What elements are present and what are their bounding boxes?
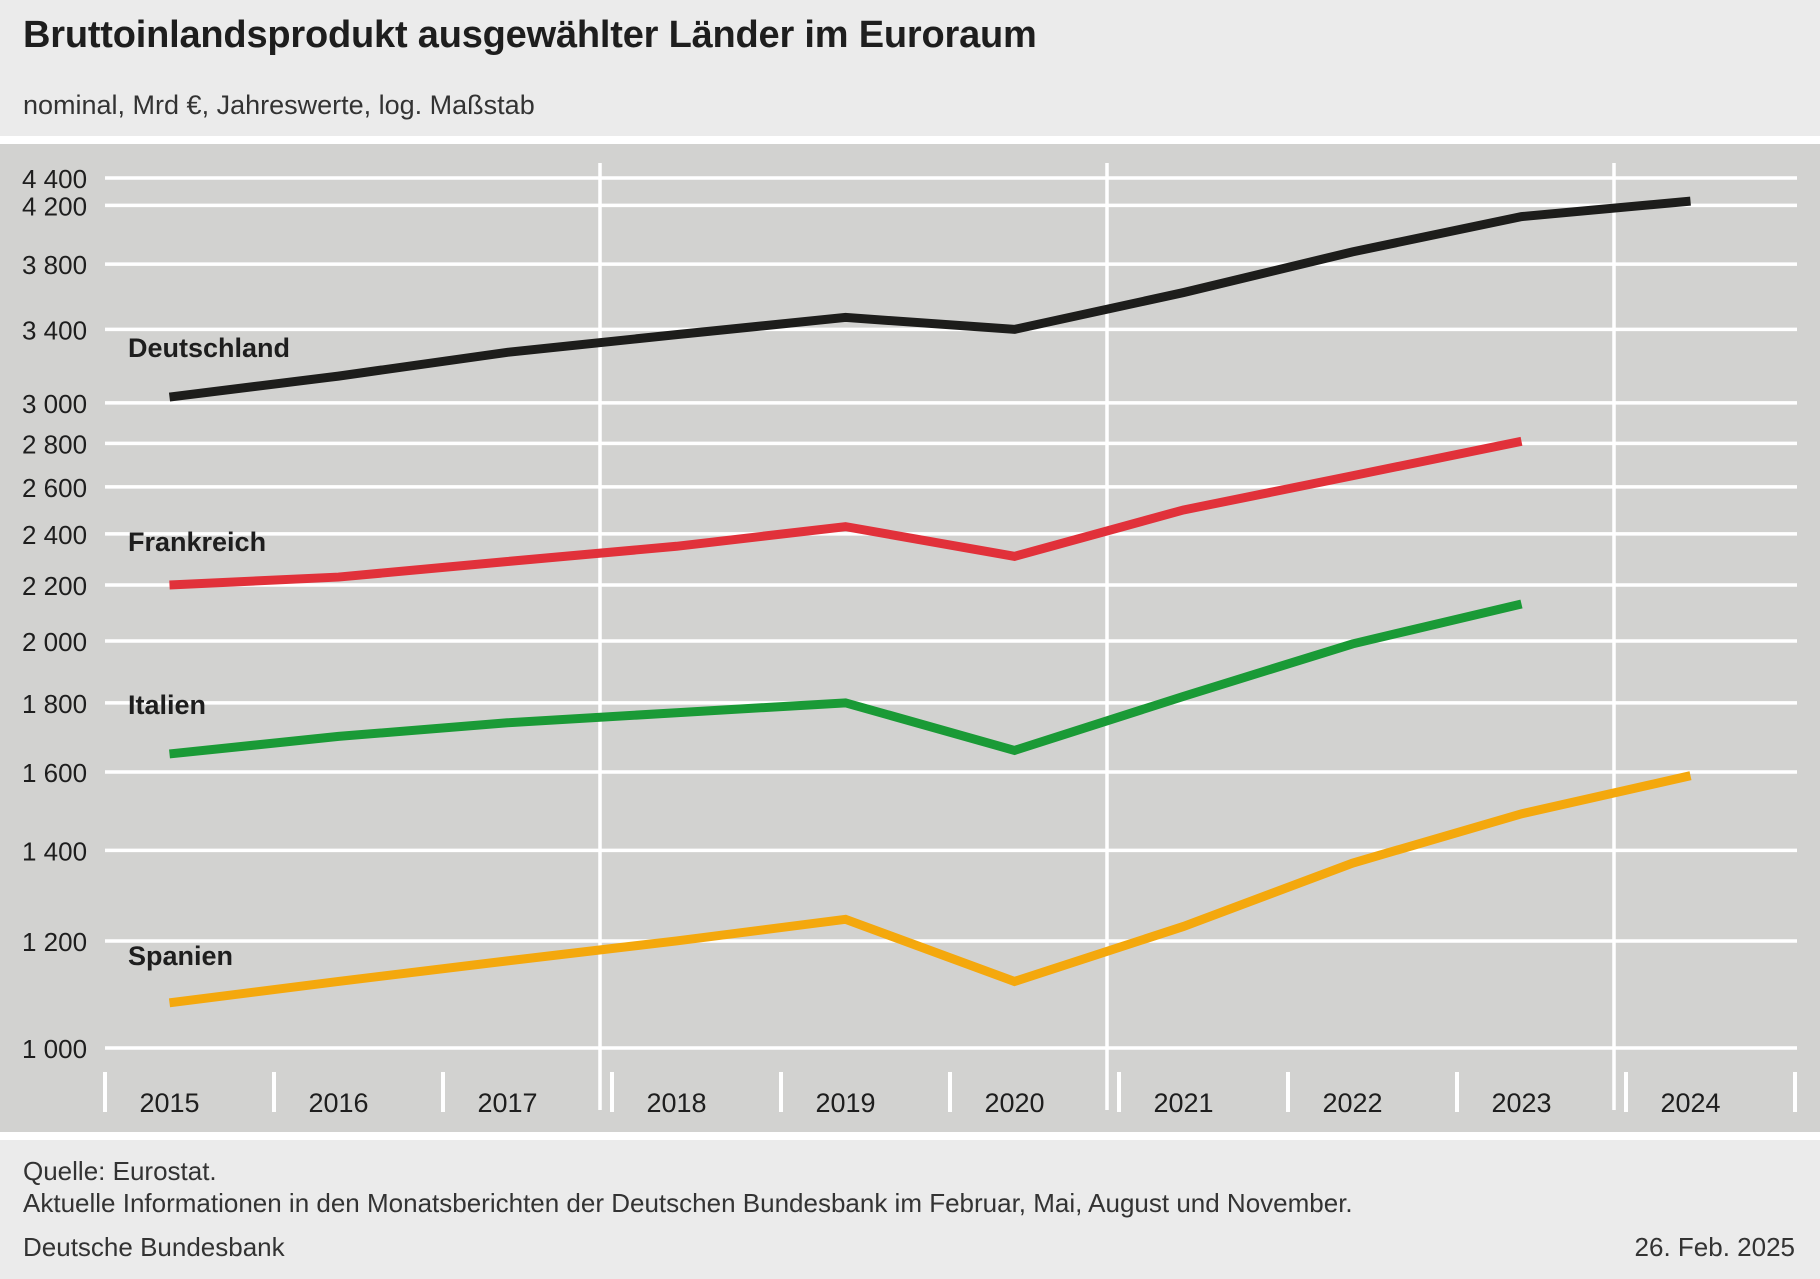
publication-date: 26. Feb. 2025 (1634, 1232, 1795, 1262)
x-tick-label: 2015 (139, 1088, 199, 1118)
series-line-italien (169, 599, 1523, 759)
y-tick-label: 1 200 (22, 927, 87, 957)
publisher: Deutsche Bundesbank (23, 1232, 285, 1262)
series-label: Spanien (128, 941, 233, 971)
series-label: Italien (128, 690, 206, 720)
y-tick-label: 1 000 (22, 1034, 87, 1064)
chart-title: Bruttoinlandsprodukt ausgewählter Länder… (23, 14, 1037, 56)
x-tick-label: 2024 (1660, 1088, 1720, 1118)
chart-subtitle: nominal, Mrd €, Jahreswerte, log. Maßsta… (23, 90, 535, 120)
plot-area (0, 144, 1820, 1132)
source-note: Quelle: Eurostat. (23, 1156, 217, 1186)
y-tick-label: 2 400 (22, 520, 87, 550)
y-tick-label: 1 800 (22, 689, 87, 719)
y-tick-label: 3 800 (22, 250, 87, 280)
y-tick-label: 1 400 (22, 836, 87, 866)
x-tick-label: 2023 (1491, 1088, 1551, 1118)
x-tick-label: 2022 (1322, 1088, 1382, 1118)
x-tick-label: 2017 (477, 1088, 537, 1118)
chart-footer: Quelle: Eurostat. Aktuelle Informationen… (0, 1140, 1820, 1279)
y-tick-label: 2 800 (22, 429, 87, 459)
y-tick-label: 3 000 (22, 389, 87, 419)
y-tick-label: 2 200 (22, 571, 87, 601)
x-tick-label: 2019 (815, 1088, 875, 1118)
x-tick-label: 2018 (646, 1088, 706, 1118)
series-line-deutschland (168, 196, 1691, 402)
x-tick-label: 2020 (984, 1088, 1044, 1118)
x-tick-label: 2021 (1153, 1088, 1213, 1118)
y-tick-label: 2 000 (22, 627, 87, 657)
series-line-spanien (168, 771, 1692, 1008)
chart-header: Bruttoinlandsprodukt ausgewählter Länder… (0, 0, 1820, 136)
x-tick-label: 2016 (308, 1088, 368, 1118)
info-note: Aktuelle Informationen in den Monatsberi… (23, 1188, 1353, 1218)
y-tick-label: 1 600 (22, 758, 87, 788)
y-tick-label: 2 600 (22, 473, 87, 503)
y-tick-label: 3 400 (22, 315, 87, 345)
series-label: Frankreich (128, 527, 266, 557)
series-line-frankreich (169, 436, 1523, 590)
series-label: Deutschland (128, 333, 290, 363)
y-tick-label: 4 200 (22, 191, 87, 221)
header-separator (0, 136, 1820, 144)
y-tick-label: 4 400 (22, 164, 87, 194)
footer-separator (0, 1132, 1820, 1140)
